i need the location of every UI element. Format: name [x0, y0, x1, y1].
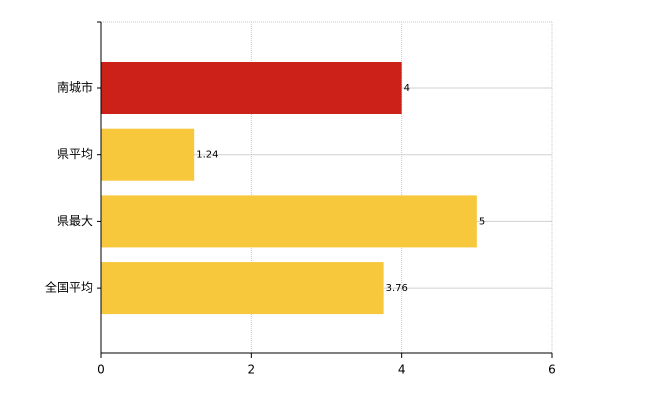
y-tick-label: 県最大 [57, 214, 93, 228]
bar [101, 262, 384, 315]
x-tick-label: 4 [398, 363, 406, 377]
value-label: 5 [479, 216, 485, 227]
y-tick-label: 県平均 [57, 147, 93, 161]
y-tick-label: 南城市 [57, 80, 93, 95]
bar [101, 128, 195, 181]
x-tick-label: 6 [548, 363, 556, 377]
value-label: 1.24 [196, 150, 218, 161]
y-tick-label: 全国平均 [45, 280, 93, 295]
x-tick-label: 0 [97, 363, 105, 377]
value-label: 4 [404, 83, 410, 94]
bar [101, 62, 402, 114]
bar [101, 195, 477, 248]
x-tick-label: 2 [248, 363, 256, 377]
value-label: 3.76 [386, 283, 408, 294]
